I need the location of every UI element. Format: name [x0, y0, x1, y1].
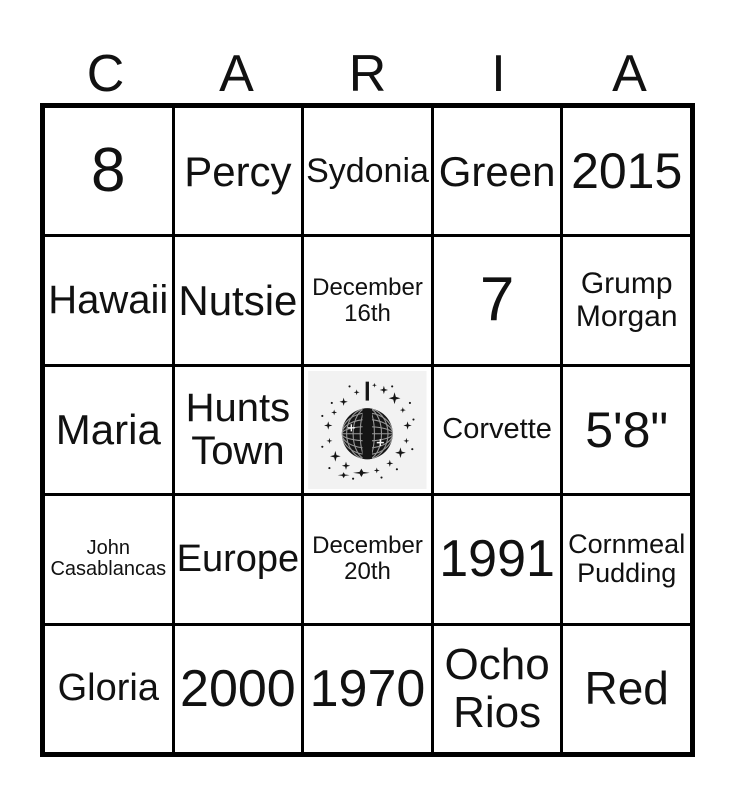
bingo-cell[interactable]: December 20th: [304, 496, 431, 623]
bingo-cell[interactable]: Ocho Rios: [433, 625, 561, 752]
header-letter-2: A: [219, 45, 254, 103]
bingo-cell[interactable]: 5'8": [563, 366, 690, 494]
bingo-cell[interactable]: John Casablancas: [45, 496, 172, 623]
bingo-header: C A R I A: [40, 0, 695, 103]
bingo-cell[interactable]: Green: [433, 108, 561, 235]
header-letter-3: R: [348, 45, 387, 103]
bingo-cell[interactable]: Corvette: [433, 366, 561, 494]
bingo-cell[interactable]: Gloria: [45, 625, 172, 752]
disco-ball-image: [308, 370, 427, 490]
bingo-cell[interactable]: 7: [433, 237, 561, 364]
bingo-cell[interactable]: 8: [45, 108, 172, 235]
bingo-cell[interactable]: Nutsie: [174, 237, 302, 364]
bingo-cell[interactable]: Percy: [174, 108, 302, 235]
bingo-cell[interactable]: 2000: [174, 625, 302, 752]
bingo-cell[interactable]: Sydonia: [304, 108, 431, 235]
bingo-cell[interactable]: Maria: [45, 366, 172, 494]
bingo-cell[interactable]: December 16th: [304, 237, 431, 364]
bingo-cell[interactable]: Red: [563, 625, 690, 752]
bingo-cell[interactable]: Cornmeal Pudding: [563, 496, 690, 623]
bingo-cell-free-space[interactable]: [304, 366, 431, 494]
header-letter-4: I: [491, 45, 506, 103]
bingo-cell[interactable]: Europe: [174, 496, 302, 623]
bingo-cell[interactable]: 1970: [304, 625, 431, 752]
header-letter-1: C: [86, 45, 125, 103]
bingo-cell[interactable]: Hawaii: [45, 237, 172, 364]
bingo-cell[interactable]: 1991: [433, 496, 561, 623]
bingo-cell[interactable]: 2015: [563, 108, 690, 235]
bingo-cell[interactable]: Hunts Town: [174, 366, 302, 494]
header-letter-5: A: [612, 45, 647, 103]
bingo-cell[interactable]: Grump Morgan: [563, 237, 690, 364]
bingo-grid: 8 Percy Sydonia Green 2015 Hawaii Nutsie…: [40, 103, 695, 757]
